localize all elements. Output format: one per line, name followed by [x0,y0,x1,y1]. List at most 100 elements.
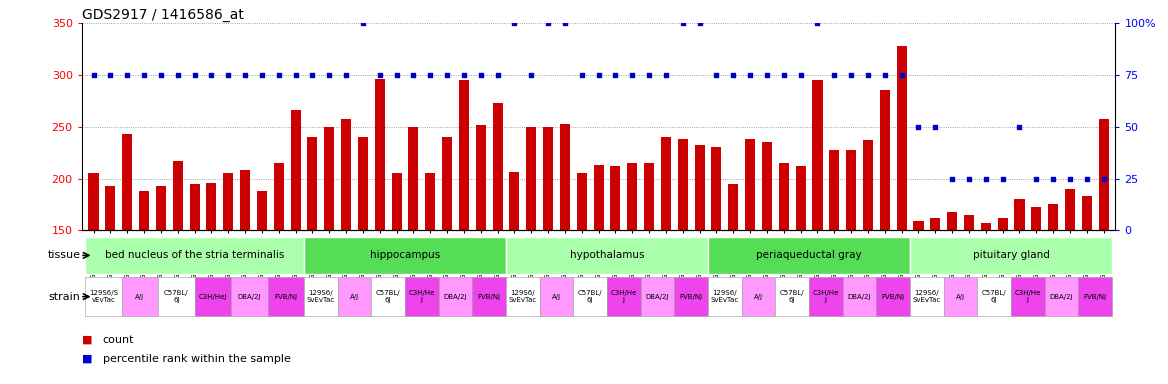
Point [909,124,927,130]
Point [1010,124,1029,130]
Text: percentile rank within the sample: percentile rank within the sample [103,354,291,364]
Text: DBA/2J: DBA/2J [646,294,669,300]
Bar [611,166,620,230]
Bar [641,277,674,316]
Bar [863,140,872,230]
Text: bed nucleus of the stria terminalis: bed nucleus of the stria terminalis [105,250,284,260]
Point [943,175,961,182]
Bar [795,166,806,230]
Point [1077,175,1096,182]
Bar [776,277,809,316]
Point [538,20,557,26]
Bar [1015,199,1024,230]
Bar [375,79,384,230]
Point [488,72,507,78]
Text: 129S6/
SvEvTac: 129S6/ SvEvTac [307,290,335,303]
Point [589,72,607,78]
Bar [442,137,452,230]
Point [640,72,659,78]
Text: A/J: A/J [350,294,359,300]
Point [993,175,1011,182]
Point [1061,175,1079,182]
Bar [813,80,822,230]
Bar [231,277,267,316]
Bar [762,142,772,230]
Bar [509,172,520,230]
Bar [708,237,910,274]
Bar [674,277,708,316]
Point [336,72,355,78]
Bar [472,277,506,316]
Text: A/J: A/J [955,294,965,300]
Text: C3H/He
J: C3H/He J [813,290,839,303]
Text: A/J: A/J [755,294,763,300]
Bar [695,146,704,230]
Text: DBA/2J: DBA/2J [1050,294,1073,300]
Point [236,72,255,78]
Bar [540,277,573,316]
Bar [711,147,722,230]
Bar [207,183,216,230]
Text: C3H/He
J: C3H/He J [611,290,637,303]
Bar [1011,277,1044,316]
Point [572,72,591,78]
Text: A/J: A/J [135,294,145,300]
Text: FVB/NJ: FVB/NJ [478,294,501,300]
Bar [577,174,586,230]
Point [926,124,945,130]
Bar [123,134,132,230]
Bar [944,277,978,316]
Point [976,175,995,182]
Point [1094,175,1113,182]
Point [808,20,827,26]
Text: 129S6/
SvEvTac: 129S6/ SvEvTac [711,290,739,303]
Bar [223,174,234,230]
Bar [728,184,738,230]
Bar [139,191,150,230]
Bar [357,137,368,230]
Bar [85,277,121,316]
Bar [291,110,300,230]
Bar [559,124,570,230]
Text: C57BL/
6J: C57BL/ 6J [578,290,603,303]
Point [420,72,439,78]
Text: GDS2917 / 1416586_at: GDS2917 / 1416586_at [82,8,244,22]
Point [656,72,675,78]
Bar [897,46,906,230]
Point [84,72,103,78]
Point [707,72,725,78]
Point [791,72,809,78]
Bar [89,174,98,230]
Bar [173,161,182,230]
Bar [978,277,1011,316]
Bar [742,277,776,316]
Text: hypothalamus: hypothalamus [570,250,645,260]
Bar [661,137,670,230]
Point [505,20,523,26]
Point [1027,175,1045,182]
Bar [391,174,402,230]
Bar [644,163,654,230]
Bar [1031,207,1042,230]
Bar [304,237,506,274]
Text: DBA/2J: DBA/2J [848,294,871,300]
Bar [607,277,641,316]
Point [960,175,979,182]
Bar [947,212,958,230]
Bar [997,218,1008,230]
Bar [745,139,756,230]
Bar [85,237,304,274]
Point [218,72,237,78]
Text: FVB/NJ: FVB/NJ [882,294,905,300]
Text: C57BL/
6J: C57BL/ 6J [376,290,401,303]
Text: ■: ■ [82,335,92,345]
Bar [1078,277,1112,316]
Point [270,72,288,78]
Text: 129S6/
SvEvTac: 129S6/ SvEvTac [912,290,941,303]
Bar [809,277,842,316]
Point [102,72,120,78]
Bar [876,277,910,316]
Bar [593,165,604,230]
Bar [105,186,116,230]
Text: C3H/HeJ: C3H/HeJ [199,294,227,300]
